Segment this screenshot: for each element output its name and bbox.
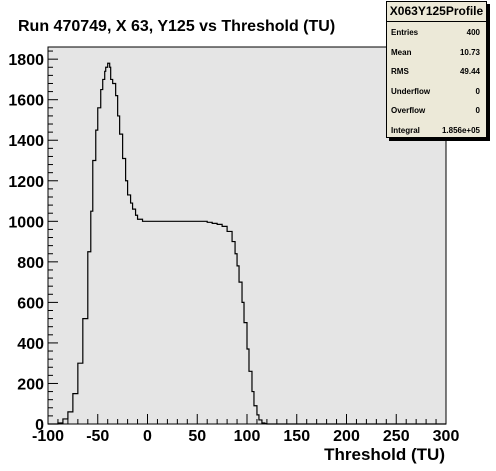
x-axis: -100 -50 0 50 100 150 200 250 300 [32, 414, 459, 445]
stats-label: Underflow [391, 86, 431, 96]
stats-row-integral: Integral 1.856e+05 [387, 120, 486, 140]
chart-title: Run 470749, X 63, Y125 vs Threshold (TU) [18, 18, 335, 35]
x-tick-label: 0 [143, 428, 152, 445]
y-tick-label: 200 [17, 376, 44, 393]
stats-value: 0 [475, 106, 480, 115]
x-tick-label: 250 [383, 428, 410, 445]
stats-value: 0 [475, 86, 480, 96]
series-layer [48, 62, 446, 425]
x-tick-label: 50 [188, 428, 206, 445]
stats-label: Entries [391, 28, 419, 37]
x-tick-label: -50 [86, 428, 109, 445]
stats-label: Integral [391, 125, 420, 135]
stats-value: 400 [466, 28, 480, 37]
stats-row-mean: Mean 10.73 [387, 42, 486, 62]
stats-row-overflow: Overflow 0 [387, 100, 486, 120]
y-tick-label: 1600 [8, 93, 44, 110]
stats-label: Mean [391, 47, 412, 57]
x-tick-label: 300 [433, 428, 460, 445]
y-tick-label: 0 [35, 417, 44, 434]
y-tick-label: 1400 [8, 133, 44, 150]
stats-value: 10.73 [459, 47, 480, 57]
histogram-series-line [48, 62, 446, 425]
y-tick-label: 1200 [8, 174, 44, 191]
x-tick-label: -100 [32, 428, 64, 445]
y-tick-label: 800 [17, 255, 44, 272]
stats-value: 1.856e+05 [441, 125, 480, 135]
x-tick-label: 150 [283, 428, 310, 445]
x-axis-label: Threshold (TU) [324, 445, 445, 464]
y-tick-label: 400 [17, 336, 44, 353]
stats-row-entries: Entries 400 [387, 22, 486, 42]
stats-label: RMS [391, 67, 409, 76]
x-tick-label: 200 [333, 428, 360, 445]
y-tick-label: 1800 [8, 52, 44, 69]
stats-row-underflow: Underflow 0 [387, 81, 486, 101]
stats-row-rms: RMS 49.44 [387, 61, 486, 81]
stats-value: 49.44 [459, 67, 480, 76]
x-tick-label: 100 [234, 428, 261, 445]
plot-frame [47, 46, 447, 425]
y-axis: 0 200 400 600 800 1000 1200 1400 1600 1800 [8, 50, 58, 434]
y-tick-label: 600 [17, 295, 44, 312]
stats-label: Overflow [391, 106, 426, 115]
y-tick-label: 1000 [8, 214, 44, 231]
stats-box: X063Y125Profile Entries 400 Mean 10.73 R… [386, 1, 487, 138]
stats-title: X063Y125Profile [387, 2, 486, 22]
